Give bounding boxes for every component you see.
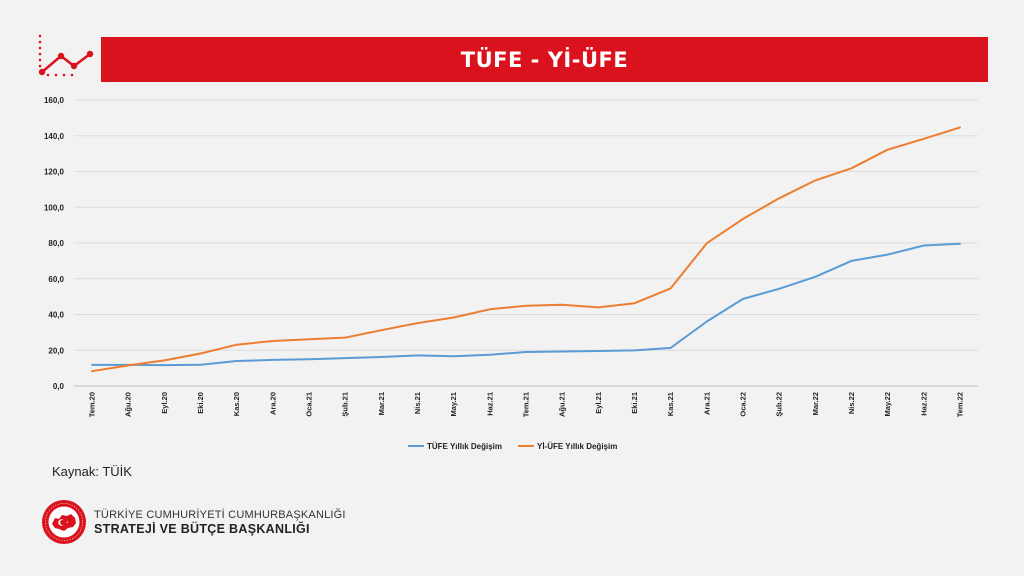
x-tick-label: Haz.22 bbox=[919, 392, 928, 416]
y-axis-ticks: 0,0 20,0 40,0 60,0 80,0 100,0 120,0 140,0 160,0 bbox=[44, 96, 65, 391]
y-tick-label: 160,0 bbox=[44, 96, 65, 105]
organization-block: TÜRKİYE CUMHURİYETİ CUMHURBAŞKANLIĞI STR… bbox=[40, 498, 346, 546]
x-tick-label: Şub.21 bbox=[341, 392, 350, 417]
trend-chart-icon bbox=[38, 34, 94, 77]
x-tick-label: Eki.21 bbox=[630, 392, 639, 414]
yiufe-series-line bbox=[91, 126, 961, 373]
org-name-line2: STRATEJİ VE BÜTÇE BAŞKANLIĞI bbox=[94, 521, 310, 536]
y-tick-label: 60,0 bbox=[48, 275, 64, 284]
x-tick-label: Nis.22 bbox=[847, 392, 856, 414]
y-tick-label: 100,0 bbox=[44, 203, 65, 212]
x-tick-label: Ara.20 bbox=[268, 392, 277, 415]
y-tick-label: 0,0 bbox=[53, 382, 65, 391]
legend: TÜFE Yıllık Değişim Yİ-ÜFE Yıllık Değişim bbox=[408, 442, 617, 451]
x-tick-label: May.22 bbox=[883, 392, 892, 416]
x-tick-label: Tem.22 bbox=[955, 392, 964, 417]
x-tick-label: Oca.21 bbox=[305, 392, 314, 417]
x-tick-label: Mar.22 bbox=[811, 392, 820, 415]
x-tick-label: Oca.22 bbox=[738, 392, 747, 417]
x-tick-label: Ara.21 bbox=[702, 392, 711, 415]
title-banner: TÜFE - Yİ-ÜFE bbox=[101, 37, 988, 82]
x-tick-label: Şub.22 bbox=[775, 392, 784, 417]
y-tick-label: 40,0 bbox=[48, 311, 64, 320]
legend-entry: TÜFE Yıllık Değişim bbox=[427, 442, 502, 451]
tufe-series-line bbox=[91, 242, 961, 367]
x-tick-label: Tem.20 bbox=[88, 392, 97, 417]
x-tick-label: Nis.21 bbox=[413, 392, 422, 414]
source-label: Kaynak: TÜİK bbox=[52, 464, 132, 479]
x-tick-label: Kas.21 bbox=[666, 392, 675, 416]
x-tick-label: Mar.21 bbox=[377, 392, 386, 415]
seal-logo bbox=[42, 500, 86, 544]
org-name-line1: TÜRKİYE CUMHURİYETİ CUMHURBAŞKANLIĞI bbox=[94, 508, 346, 521]
x-tick-label: May.21 bbox=[449, 392, 458, 416]
x-tick-label: Eyl.20 bbox=[160, 392, 169, 414]
x-axis-ticks: Tem.20 Ağu.20 Eyl.20 Eki.20 Kas.20 Ara.20 Oca.… bbox=[88, 392, 965, 417]
x-tick-label: Eki.20 bbox=[196, 392, 205, 414]
y-tick-label: 20,0 bbox=[48, 346, 64, 355]
legend-entry: Yİ-ÜFE Yıllık Değişim bbox=[537, 442, 617, 451]
x-tick-label: Tem.21 bbox=[522, 392, 531, 417]
y-tick-label: 80,0 bbox=[48, 239, 64, 248]
page-title: TÜFE - Yİ-ÜFE bbox=[460, 47, 629, 72]
series-layer bbox=[91, 126, 961, 373]
y-tick-label: 140,0 bbox=[44, 132, 65, 141]
x-tick-label: Ağu.20 bbox=[124, 392, 133, 417]
x-tick-label: Haz.21 bbox=[485, 392, 494, 416]
y-tick-label: 120,0 bbox=[44, 168, 65, 177]
x-tick-label: Kas.20 bbox=[232, 392, 241, 416]
x-tick-label: Ağu.21 bbox=[558, 392, 567, 417]
grid-lines bbox=[74, 99, 978, 351]
x-tick-label: Eyl.21 bbox=[594, 392, 603, 414]
